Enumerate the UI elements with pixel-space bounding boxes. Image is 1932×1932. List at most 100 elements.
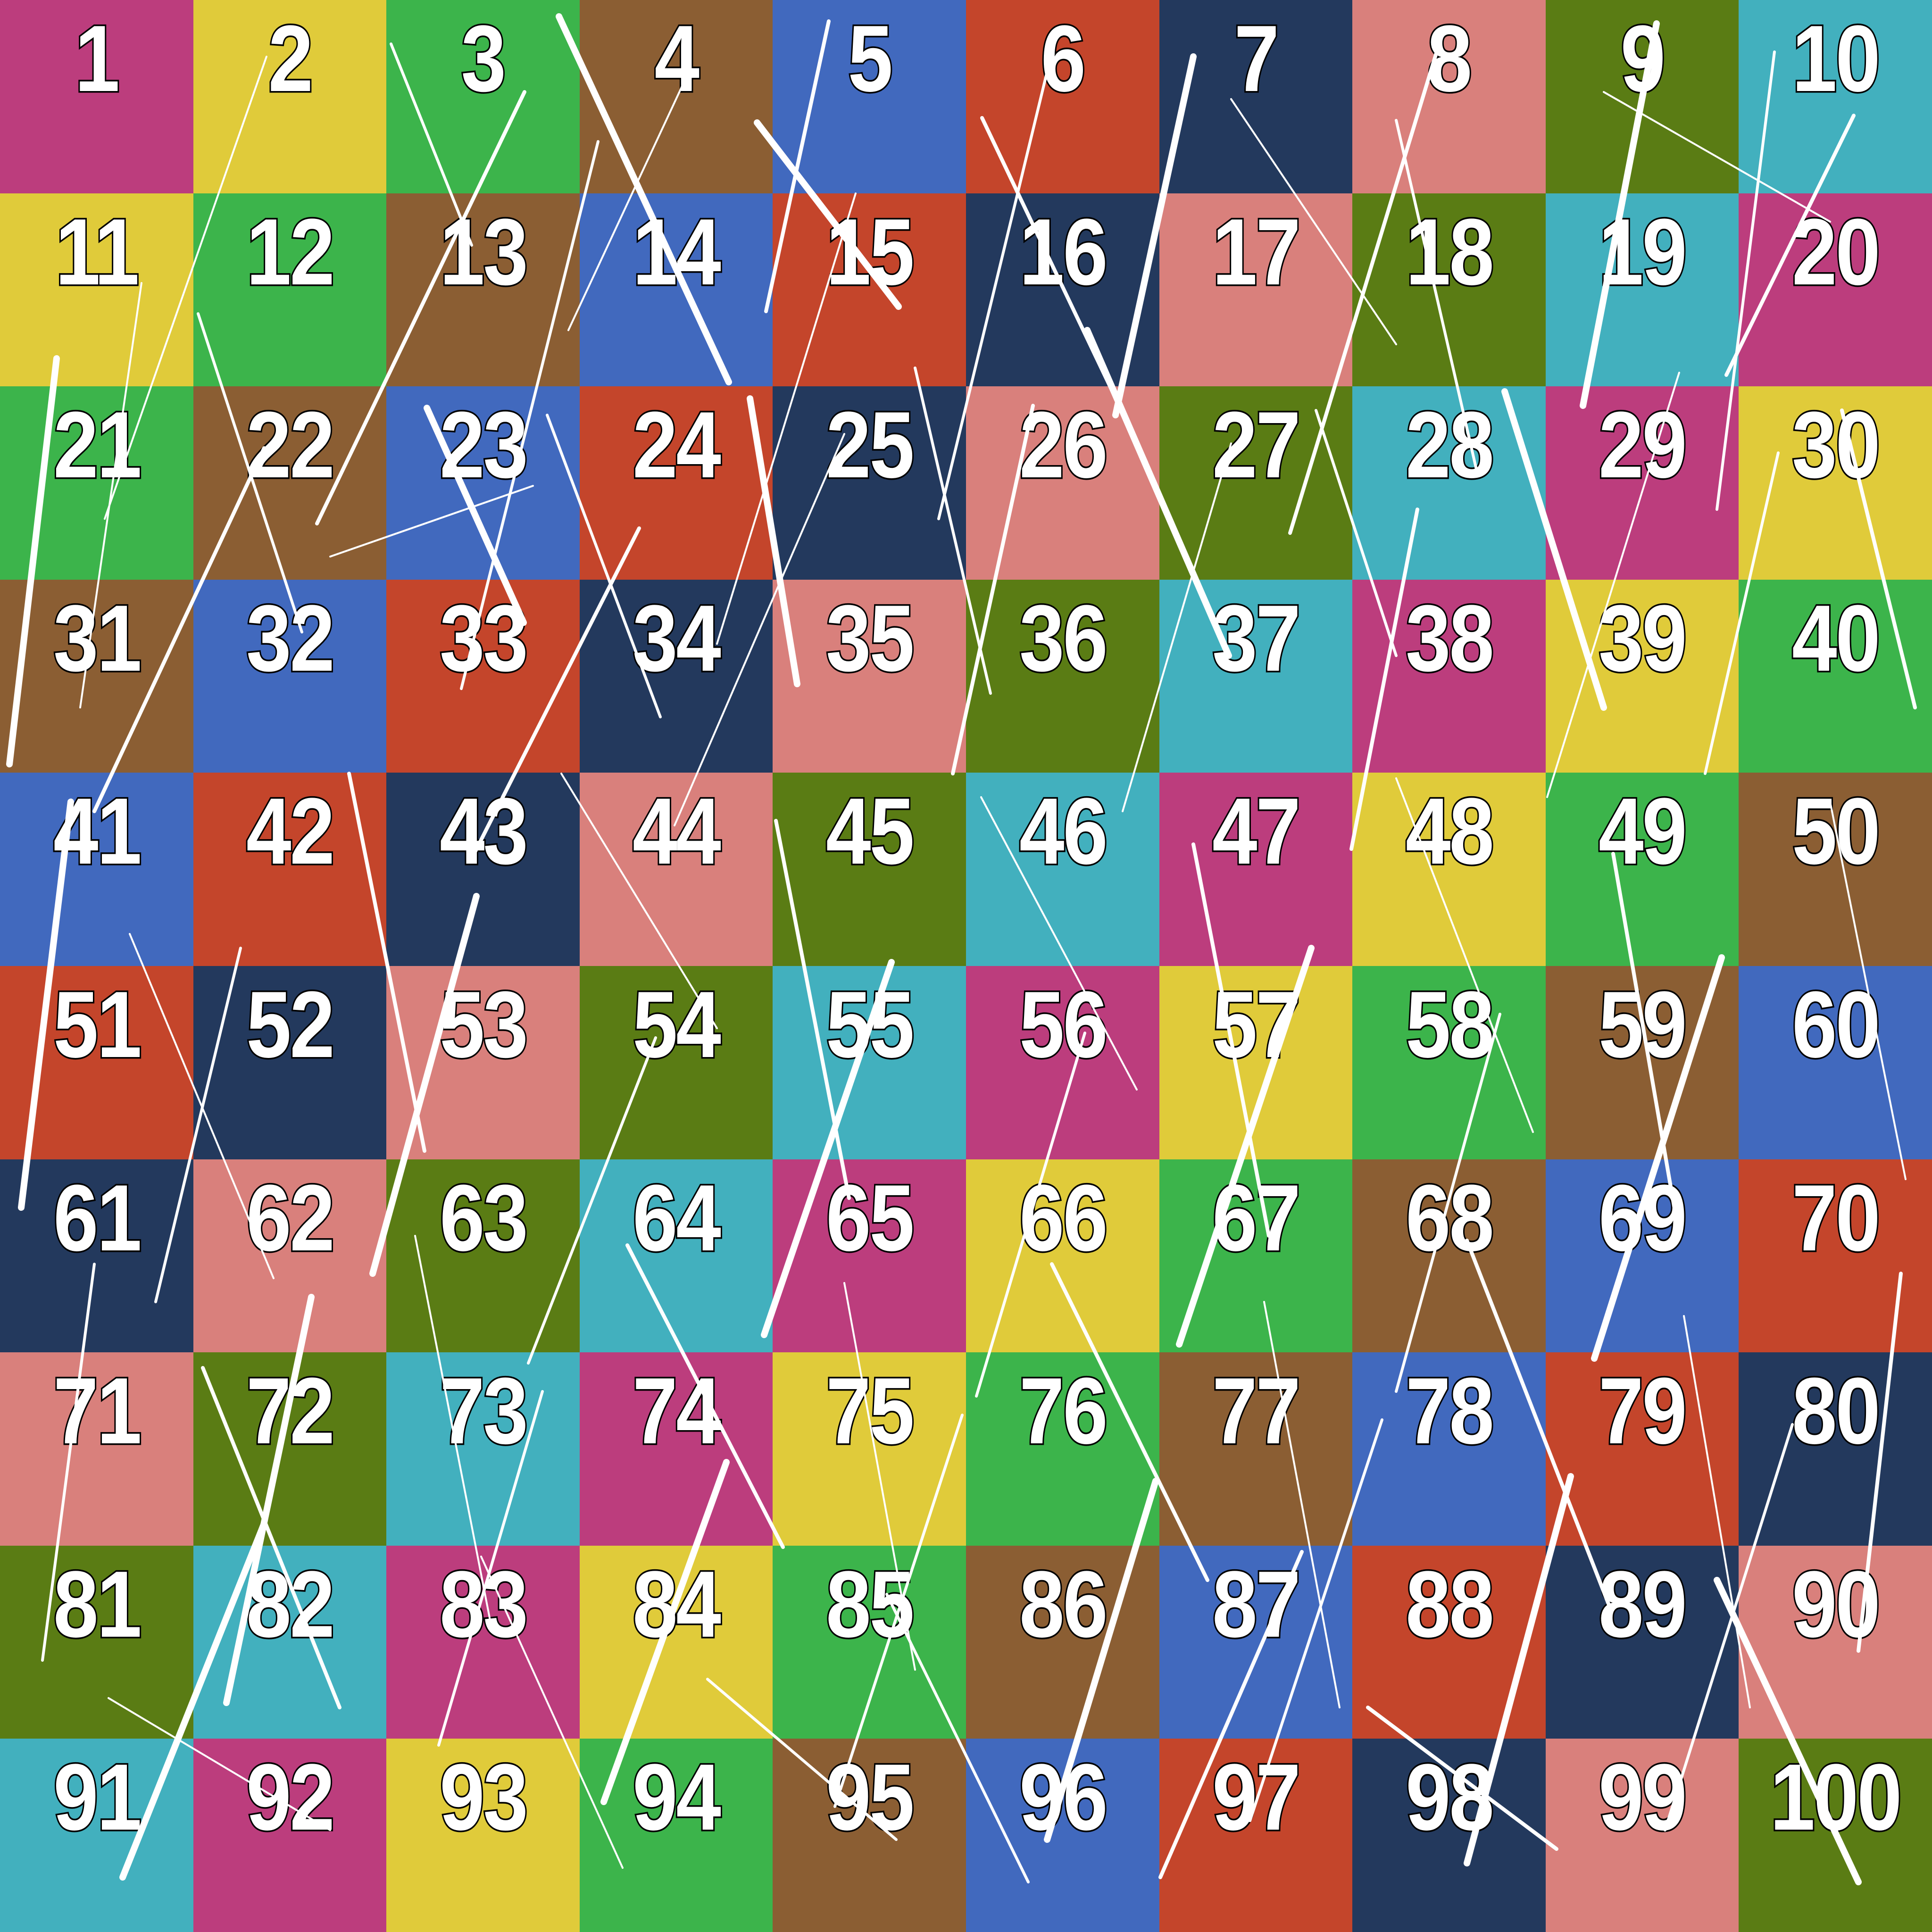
- grid-cell-59[interactable]: 59: [1545, 966, 1739, 1159]
- grid-cell-87[interactable]: 87: [1159, 1545, 1353, 1739]
- grid-cell-15[interactable]: 15: [773, 193, 966, 387]
- grid-cell-63[interactable]: 63: [386, 1159, 580, 1353]
- grid-cell-19[interactable]: 19: [1545, 193, 1739, 387]
- grid-cell-83[interactable]: 83: [386, 1545, 580, 1739]
- grid-cell-41[interactable]: 41: [0, 773, 193, 966]
- grid-cell-17[interactable]: 17: [1159, 193, 1353, 387]
- grid-cell-84[interactable]: 84: [579, 1545, 773, 1739]
- grid-cell-11[interactable]: 11: [0, 193, 193, 387]
- grid-cell-2[interactable]: 2: [193, 0, 387, 193]
- grid-cell-76[interactable]: 76: [966, 1352, 1159, 1546]
- grid-cell-33[interactable]: 33: [386, 579, 580, 773]
- grid-cell-86[interactable]: 86: [966, 1545, 1159, 1739]
- grid-cell-14[interactable]: 14: [579, 193, 773, 387]
- grid-cell-44[interactable]: 44: [579, 773, 773, 966]
- grid-cell-75[interactable]: 75: [773, 1352, 966, 1546]
- grid-cell-71[interactable]: 71: [0, 1352, 193, 1546]
- grid-cell-25[interactable]: 25: [773, 386, 966, 580]
- grid-cell-79[interactable]: 79: [1545, 1352, 1739, 1546]
- grid-cell-94[interactable]: 94: [579, 1739, 773, 1932]
- grid-cell-96[interactable]: 96: [966, 1739, 1159, 1932]
- grid-cell-90[interactable]: 90: [1739, 1545, 1932, 1739]
- grid-cell-52[interactable]: 52: [193, 966, 387, 1159]
- grid-cell-56[interactable]: 56: [966, 966, 1159, 1159]
- grid-cell-100[interactable]: 100: [1739, 1739, 1932, 1932]
- grid-cell-8[interactable]: 8: [1352, 0, 1546, 193]
- grid-cell-35[interactable]: 35: [773, 579, 966, 773]
- grid-cell-22[interactable]: 22: [193, 386, 387, 580]
- grid-cell-40[interactable]: 40: [1739, 579, 1932, 773]
- grid-cell-85[interactable]: 85: [773, 1545, 966, 1739]
- grid-cell-36[interactable]: 36: [966, 579, 1159, 773]
- grid-cell-88[interactable]: 88: [1352, 1545, 1546, 1739]
- grid-cell-62[interactable]: 62: [193, 1159, 387, 1353]
- grid-cell-93[interactable]: 93: [386, 1739, 580, 1932]
- grid-cell-58[interactable]: 58: [1352, 966, 1546, 1159]
- grid-cell-3[interactable]: 3: [386, 0, 580, 193]
- grid-cell-26[interactable]: 26: [966, 386, 1159, 580]
- grid-cell-21[interactable]: 21: [0, 386, 193, 580]
- grid-cell-5[interactable]: 5: [773, 0, 966, 193]
- grid-cell-16[interactable]: 16: [966, 193, 1159, 387]
- grid-cell-64[interactable]: 64: [579, 1159, 773, 1353]
- grid-cell-68[interactable]: 68: [1352, 1159, 1546, 1353]
- grid-cell-97[interactable]: 97: [1159, 1739, 1353, 1932]
- grid-cell-23[interactable]: 23: [386, 386, 580, 580]
- grid-cell-69[interactable]: 69: [1545, 1159, 1739, 1353]
- grid-cell-80[interactable]: 80: [1739, 1352, 1932, 1546]
- grid-cell-54[interactable]: 54: [579, 966, 773, 1159]
- grid-cell-1[interactable]: 1: [0, 0, 193, 193]
- grid-cell-39[interactable]: 39: [1545, 579, 1739, 773]
- grid-cell-95[interactable]: 95: [773, 1739, 966, 1932]
- grid-cell-74[interactable]: 74: [579, 1352, 773, 1546]
- grid-cell-37[interactable]: 37: [1159, 579, 1353, 773]
- grid-cell-67[interactable]: 67: [1159, 1159, 1353, 1353]
- grid-cell-46[interactable]: 46: [966, 773, 1159, 966]
- grid-cell-6[interactable]: 6: [966, 0, 1159, 193]
- grid-cell-78[interactable]: 78: [1352, 1352, 1546, 1546]
- grid-cell-4[interactable]: 4: [579, 0, 773, 193]
- grid-cell-91[interactable]: 91: [0, 1739, 193, 1932]
- grid-cell-42[interactable]: 42: [193, 773, 387, 966]
- grid-cell-49[interactable]: 49: [1545, 773, 1739, 966]
- grid-cell-9[interactable]: 9: [1545, 0, 1739, 193]
- grid-cell-50[interactable]: 50: [1739, 773, 1932, 966]
- grid-cell-24[interactable]: 24: [579, 386, 773, 580]
- grid-cell-72[interactable]: 72: [193, 1352, 387, 1546]
- grid-cell-32[interactable]: 32: [193, 579, 387, 773]
- grid-cell-30[interactable]: 30: [1739, 386, 1932, 580]
- grid-cell-81[interactable]: 81: [0, 1545, 193, 1739]
- grid-cell-51[interactable]: 51: [0, 966, 193, 1159]
- grid-cell-57[interactable]: 57: [1159, 966, 1353, 1159]
- grid-cell-12[interactable]: 12: [193, 193, 387, 387]
- grid-cell-29[interactable]: 29: [1545, 386, 1739, 580]
- grid-cell-99[interactable]: 99: [1545, 1739, 1739, 1932]
- grid-cell-28[interactable]: 28: [1352, 386, 1546, 580]
- grid-cell-82[interactable]: 82: [193, 1545, 387, 1739]
- grid-cell-31[interactable]: 31: [0, 579, 193, 773]
- grid-cell-65[interactable]: 65: [773, 1159, 966, 1353]
- grid-cell-77[interactable]: 77: [1159, 1352, 1353, 1546]
- grid-cell-10[interactable]: 10: [1739, 0, 1932, 193]
- grid-cell-60[interactable]: 60: [1739, 966, 1932, 1159]
- grid-cell-89[interactable]: 89: [1545, 1545, 1739, 1739]
- grid-cell-70[interactable]: 70: [1739, 1159, 1932, 1353]
- grid-cell-73[interactable]: 73: [386, 1352, 580, 1546]
- grid-cell-20[interactable]: 20: [1739, 193, 1932, 387]
- grid-cell-98[interactable]: 98: [1352, 1739, 1546, 1932]
- grid-cell-92[interactable]: 92: [193, 1739, 387, 1932]
- grid-cell-13[interactable]: 13: [386, 193, 580, 387]
- grid-cell-27[interactable]: 27: [1159, 386, 1353, 580]
- grid-cell-55[interactable]: 55: [773, 966, 966, 1159]
- grid-cell-34[interactable]: 34: [579, 579, 773, 773]
- grid-cell-61[interactable]: 61: [0, 1159, 193, 1353]
- grid-cell-18[interactable]: 18: [1352, 193, 1546, 387]
- grid-cell-7[interactable]: 7: [1159, 0, 1353, 193]
- grid-cell-45[interactable]: 45: [773, 773, 966, 966]
- grid-cell-47[interactable]: 47: [1159, 773, 1353, 966]
- grid-cell-66[interactable]: 66: [966, 1159, 1159, 1353]
- grid-cell-48[interactable]: 48: [1352, 773, 1546, 966]
- grid-cell-53[interactable]: 53: [386, 966, 580, 1159]
- grid-cell-43[interactable]: 43: [386, 773, 580, 966]
- grid-cell-38[interactable]: 38: [1352, 579, 1546, 773]
